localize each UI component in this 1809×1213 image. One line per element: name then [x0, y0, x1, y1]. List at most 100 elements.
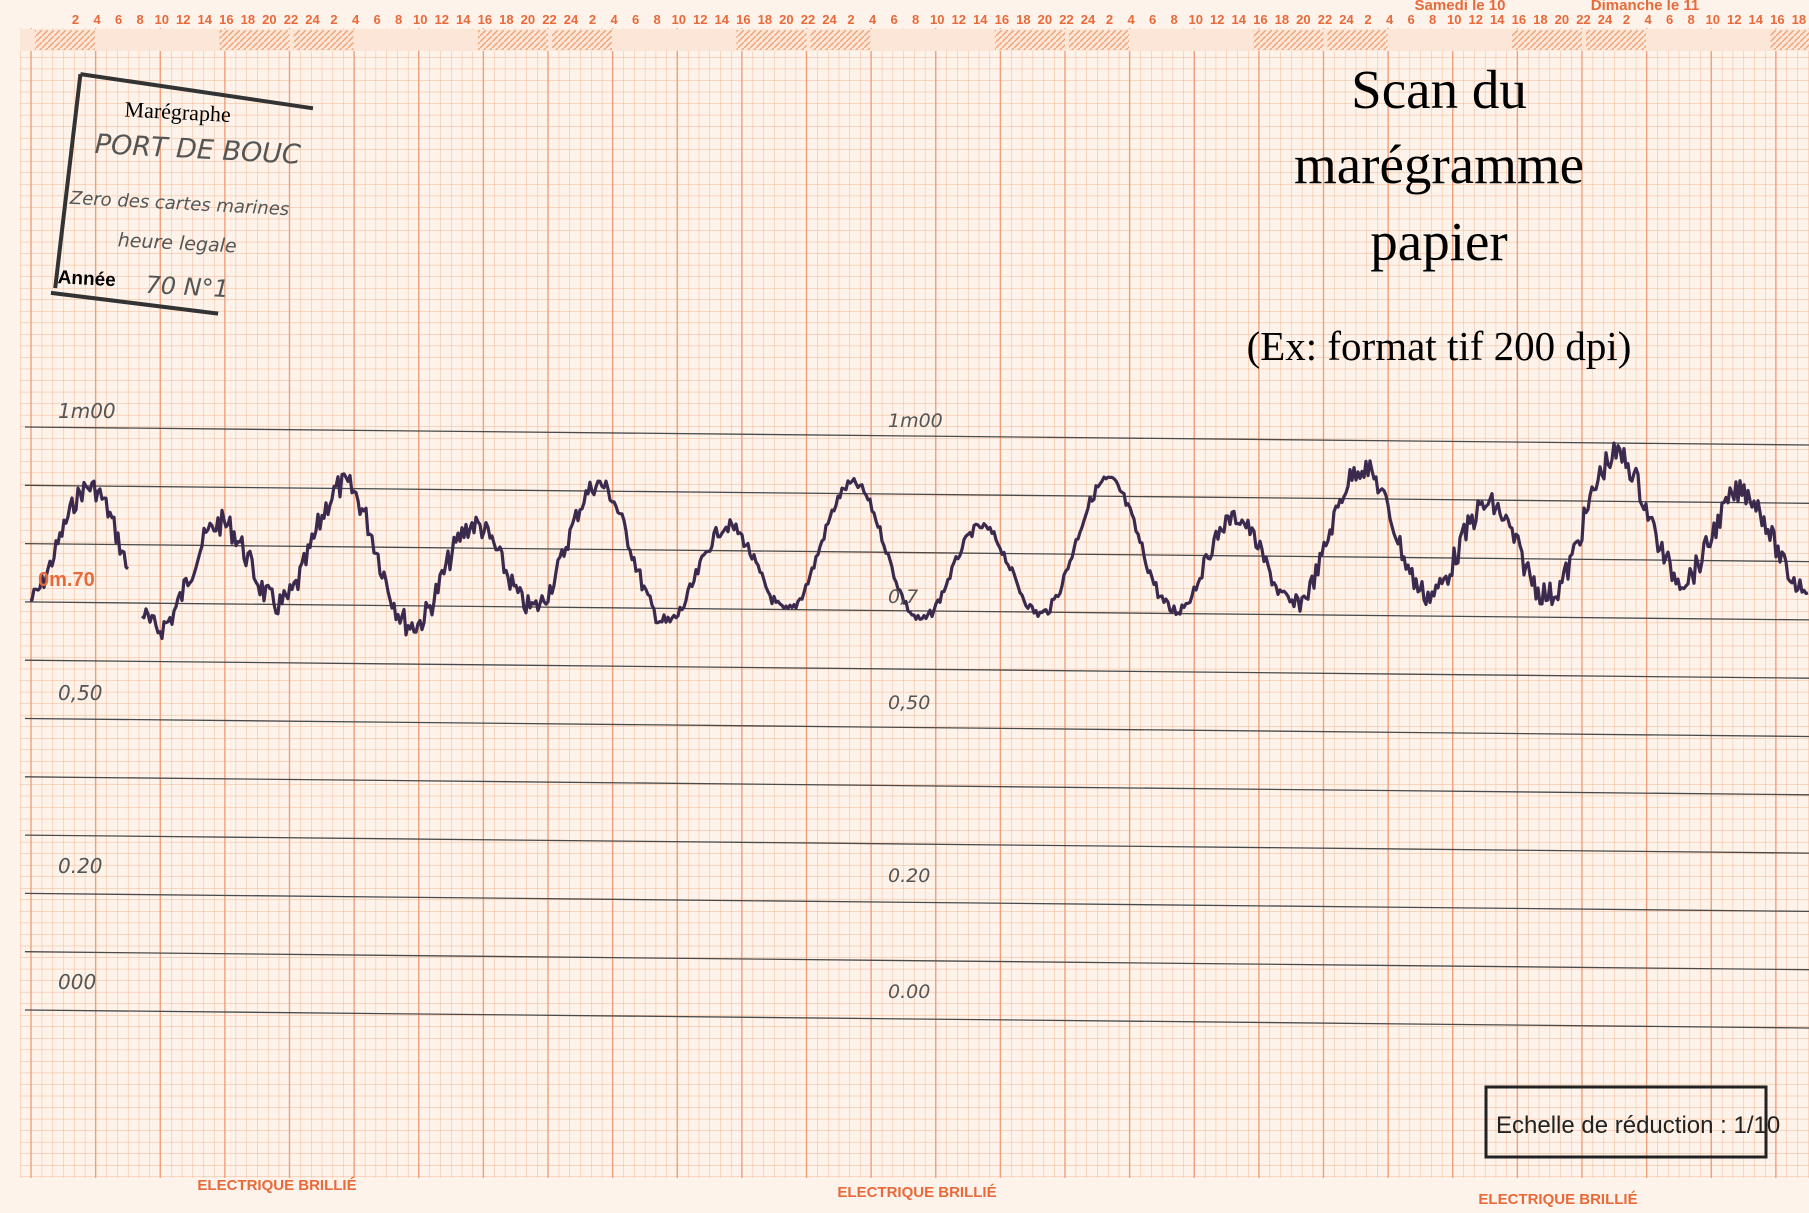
hour-label: 24	[1339, 12, 1354, 27]
hour-label: 12	[1469, 12, 1483, 27]
header-hatch	[1253, 30, 1324, 50]
hour-label: 24	[1598, 12, 1613, 27]
hour-label: 4	[1386, 12, 1394, 27]
scale-label: 1m00	[888, 410, 943, 432]
hour-label: 4	[869, 12, 877, 27]
hour-label: 20	[1296, 12, 1310, 27]
hour-label: 22	[1059, 12, 1073, 27]
hour-label: 6	[1666, 12, 1673, 27]
hour-label: 20	[521, 12, 535, 27]
hour-label: 14	[715, 12, 730, 27]
hour-label: 2	[330, 12, 337, 27]
header-hatch	[995, 30, 1065, 50]
hour-label: 6	[374, 12, 381, 27]
scale-label: 0.20	[58, 854, 103, 878]
tide-trace	[29, 441, 1809, 641]
hour-label: 10	[671, 12, 685, 27]
scale-label: 0m.70	[38, 569, 95, 591]
major-grid	[30, 28, 1777, 1178]
title-line: Scan du	[1351, 59, 1527, 120]
hour-label: 18	[758, 12, 772, 27]
reduction-box	[1484, 1085, 1768, 1159]
header-hatch	[478, 30, 548, 50]
footer-brand: ELECTRIQUE BRILLIÉ	[1478, 1191, 1637, 1208]
hour-label: 4	[352, 12, 360, 27]
day-label: Samedi le 10	[1415, 0, 1506, 14]
hour-label: 12	[693, 12, 707, 27]
hour-label: 10	[1447, 12, 1461, 27]
hour-label: 14	[198, 12, 213, 27]
header-hatch	[219, 30, 290, 50]
hour-label: 18	[499, 12, 513, 27]
title-line: papier	[1370, 211, 1507, 272]
title-line: marégramme	[1294, 134, 1584, 195]
scale-label: 0.20	[888, 865, 930, 887]
hour-label: 4	[93, 12, 101, 27]
hour-label: 24	[1081, 12, 1096, 27]
level-lines	[24, 426, 1809, 1029]
hour-label: 12	[1727, 12, 1741, 27]
footer-brand: ELECTRIQUE BRILLIÉ	[197, 1177, 356, 1194]
scale-label: 000	[58, 970, 96, 994]
scale-label: 0,50	[888, 692, 930, 714]
hour-label: 22	[284, 12, 298, 27]
hour-label: 10	[1188, 12, 1202, 27]
hour-label: 4	[1127, 12, 1135, 27]
footer-brand: ELECTRIQUE BRILLIÉ	[837, 1184, 996, 1201]
hour-label: 22	[542, 12, 556, 27]
hour-label: 12	[952, 12, 966, 27]
hour-label: 10	[154, 12, 168, 27]
hour-header: 2 4 6 8 10 12 14 16 18 20 22 24 2 4 6 8 10 12 14 16 18 20 22 24…	[20, 0, 1809, 51]
hour-label: 8	[1688, 12, 1695, 27]
hour-label: 18	[241, 12, 255, 27]
scale-label: 0.00	[888, 981, 930, 1003]
header-hatch	[1512, 30, 1582, 50]
hour-label: 22	[801, 12, 815, 27]
hour-label: 8	[137, 12, 144, 27]
hour-label: 4	[610, 12, 618, 27]
header-hatch	[1327, 30, 1388, 50]
hour-label: 18	[1275, 12, 1289, 27]
level-line	[24, 601, 1809, 621]
hour-label: 16	[1512, 12, 1526, 27]
hour-label: 6	[115, 12, 122, 27]
header-hatch	[1069, 30, 1129, 50]
header-hatch	[1586, 30, 1646, 50]
hour-label: 18	[1533, 12, 1547, 27]
hour-label: 16	[219, 12, 233, 27]
hour-label: 2	[72, 12, 79, 27]
hour-label: 16	[1253, 12, 1267, 27]
hour-label: 14	[1232, 12, 1247, 27]
hour-label: 2	[589, 12, 596, 27]
header-hatch	[293, 30, 354, 50]
hour-label: 16	[736, 12, 750, 27]
hour-label: 8	[654, 12, 661, 27]
header-hatch	[552, 30, 612, 50]
stamp-year: 70 N°1	[145, 271, 230, 303]
hour-label: 10	[1705, 12, 1719, 27]
stamp-year-label: Année	[57, 267, 116, 291]
hour-label: 6	[1408, 12, 1415, 27]
level-line	[24, 951, 1809, 971]
hour-label: 2	[1106, 12, 1113, 27]
hour-label: 22	[1576, 12, 1590, 27]
hour-label: 16	[995, 12, 1009, 27]
level-line	[24, 776, 1809, 796]
header-hatch	[810, 30, 871, 50]
scale-label: 1m00	[58, 399, 116, 423]
hour-label: 6	[632, 12, 639, 27]
hour-label: 24	[564, 12, 579, 27]
level-line	[24, 426, 1809, 446]
reduction-label: Echelle de réduction : 1/10	[1496, 1112, 1780, 1139]
day-label: Dimanche le 11	[1591, 0, 1699, 14]
hour-label: 20	[1555, 12, 1569, 27]
hour-label: 8	[1171, 12, 1178, 27]
level-line	[24, 542, 1809, 563]
hour-label: 18	[1792, 12, 1806, 27]
hour-label: 20	[262, 12, 276, 27]
subtitle: (Ex: format tif 200 dpi)	[1247, 323, 1632, 369]
hour-label: 8	[912, 12, 919, 27]
level-line	[24, 484, 1809, 504]
hour-label: 6	[891, 12, 898, 27]
hour-label: 24	[305, 12, 320, 27]
